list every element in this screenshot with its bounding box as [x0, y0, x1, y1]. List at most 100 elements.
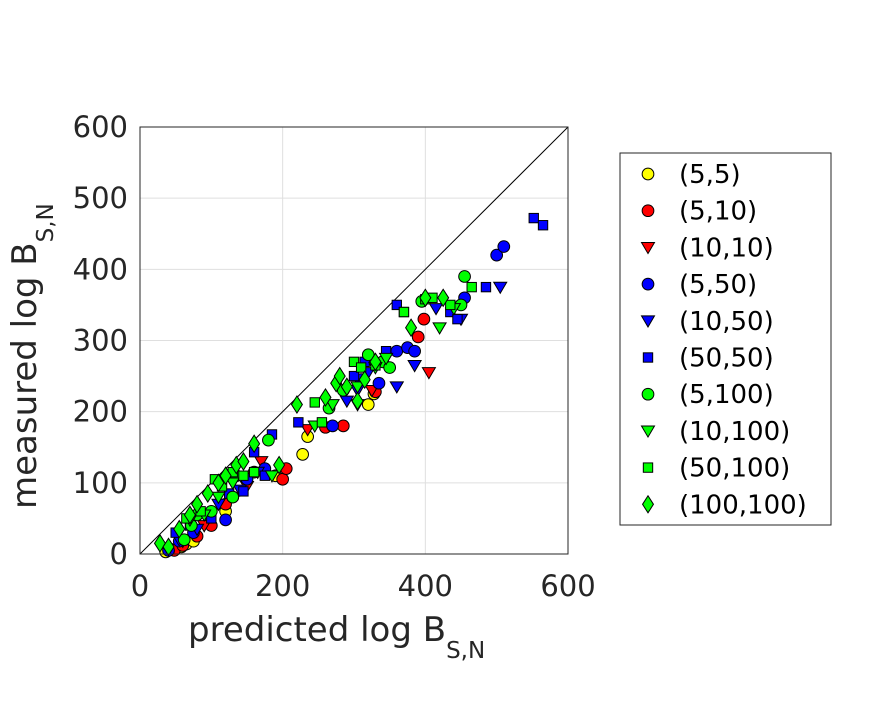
y-tick-labels: 0 100 200 300 400 500 600 — [73, 110, 128, 571]
legend-marker — [641, 494, 655, 514]
legend-label: (5,100) — [679, 380, 774, 410]
legend-marker — [641, 277, 655, 291]
data-point — [225, 477, 241, 490]
data-point — [173, 519, 186, 539]
data-point — [162, 537, 175, 557]
x-tick-label: 200 — [255, 569, 310, 603]
data-point — [238, 470, 249, 481]
y-axis-label-main: measured log B — [5, 242, 45, 509]
data-point — [219, 513, 232, 527]
data-point — [309, 397, 320, 408]
data-point — [348, 356, 360, 368]
legend: (5,5) (5,10) (10,10) (5,50) (10,50) (50,50) (5… — [640, 160, 807, 520]
legend-label: (100,100) — [679, 490, 807, 520]
data-point — [348, 370, 360, 382]
legend-marker — [641, 387, 655, 401]
y-tick-label: 300 — [73, 324, 128, 358]
data-point — [417, 312, 431, 326]
data-points — [153, 212, 549, 559]
data-point — [389, 381, 405, 394]
y-tick-label: 600 — [73, 110, 128, 144]
data-point — [358, 370, 371, 390]
x-tick-label: 400 — [398, 569, 453, 603]
data-point — [219, 466, 232, 486]
data-point — [355, 362, 367, 373]
y-tick-label: 100 — [73, 466, 128, 500]
legend-label: (50,100) — [679, 454, 790, 484]
data-point — [458, 270, 471, 283]
legend-marker — [641, 167, 655, 181]
data-point — [336, 419, 350, 433]
x-axis-label-sub: S,N — [446, 638, 485, 664]
data-point — [201, 484, 214, 503]
data-point — [390, 344, 404, 358]
data-point — [480, 281, 492, 293]
data-point — [490, 248, 504, 262]
data-point — [293, 417, 304, 428]
y-tick-label: 200 — [73, 395, 128, 429]
data-point — [378, 352, 394, 366]
legend-label: (5,5) — [679, 160, 741, 190]
y-tick-label: 400 — [73, 252, 128, 286]
legend-marker — [642, 462, 654, 473]
data-point — [273, 455, 286, 475]
data-point — [361, 398, 375, 411]
data-point — [226, 490, 240, 504]
y-tick-label: 0 — [110, 537, 128, 571]
data-point — [183, 505, 196, 525]
data-point — [333, 366, 346, 386]
data-point — [497, 240, 511, 253]
y-axis-label: measured log BS,N — [5, 203, 59, 509]
data-point — [340, 377, 353, 397]
data-point — [191, 494, 204, 514]
x-axis-label-main: predicted log B — [188, 610, 446, 650]
plot-frame — [139, 126, 569, 555]
data-point — [316, 417, 328, 428]
legend-marker — [640, 242, 656, 255]
legend-marker — [640, 315, 656, 328]
legend-label: (10,50) — [679, 307, 774, 337]
legend-label: (5,50) — [679, 270, 757, 300]
data-point — [391, 299, 402, 311]
data-point — [407, 360, 423, 373]
data-point — [437, 288, 450, 308]
legend-label: (5,10) — [679, 197, 757, 227]
data-point — [248, 466, 260, 478]
data-point — [369, 352, 382, 372]
x-tick-label: 0 — [131, 569, 149, 603]
data-point — [428, 303, 444, 316]
data-point — [153, 533, 167, 553]
data-point — [326, 419, 339, 433]
data-point — [421, 367, 437, 380]
legend-marker — [641, 204, 655, 218]
data-point — [238, 486, 249, 497]
data-point — [262, 433, 275, 447]
data-point — [383, 361, 397, 374]
data-point — [300, 424, 316, 437]
data-point — [445, 299, 456, 311]
data-point — [452, 313, 463, 325]
legend-label: (10,100) — [679, 417, 790, 447]
data-point — [537, 220, 549, 231]
x-axis-label: predicted log BS,N — [188, 610, 485, 664]
legend-label: (10,10) — [679, 233, 774, 263]
data-point — [528, 212, 539, 224]
x-tick-label: 600 — [540, 569, 595, 603]
data-point — [253, 456, 269, 469]
data-point — [290, 395, 303, 415]
data-point — [432, 322, 447, 335]
y-tick-label: 500 — [73, 181, 128, 215]
data-point — [325, 399, 340, 412]
data-point — [351, 391, 364, 411]
legend-marker — [642, 352, 654, 363]
data-point — [212, 473, 225, 493]
legend-marker — [640, 425, 656, 439]
legend-box — [619, 152, 832, 526]
y-axis-label-sub: S,N — [33, 203, 59, 242]
data-point — [319, 387, 332, 407]
data-point — [372, 376, 386, 390]
data-point — [492, 281, 508, 295]
data-point — [419, 288, 432, 308]
data-point — [466, 281, 477, 293]
